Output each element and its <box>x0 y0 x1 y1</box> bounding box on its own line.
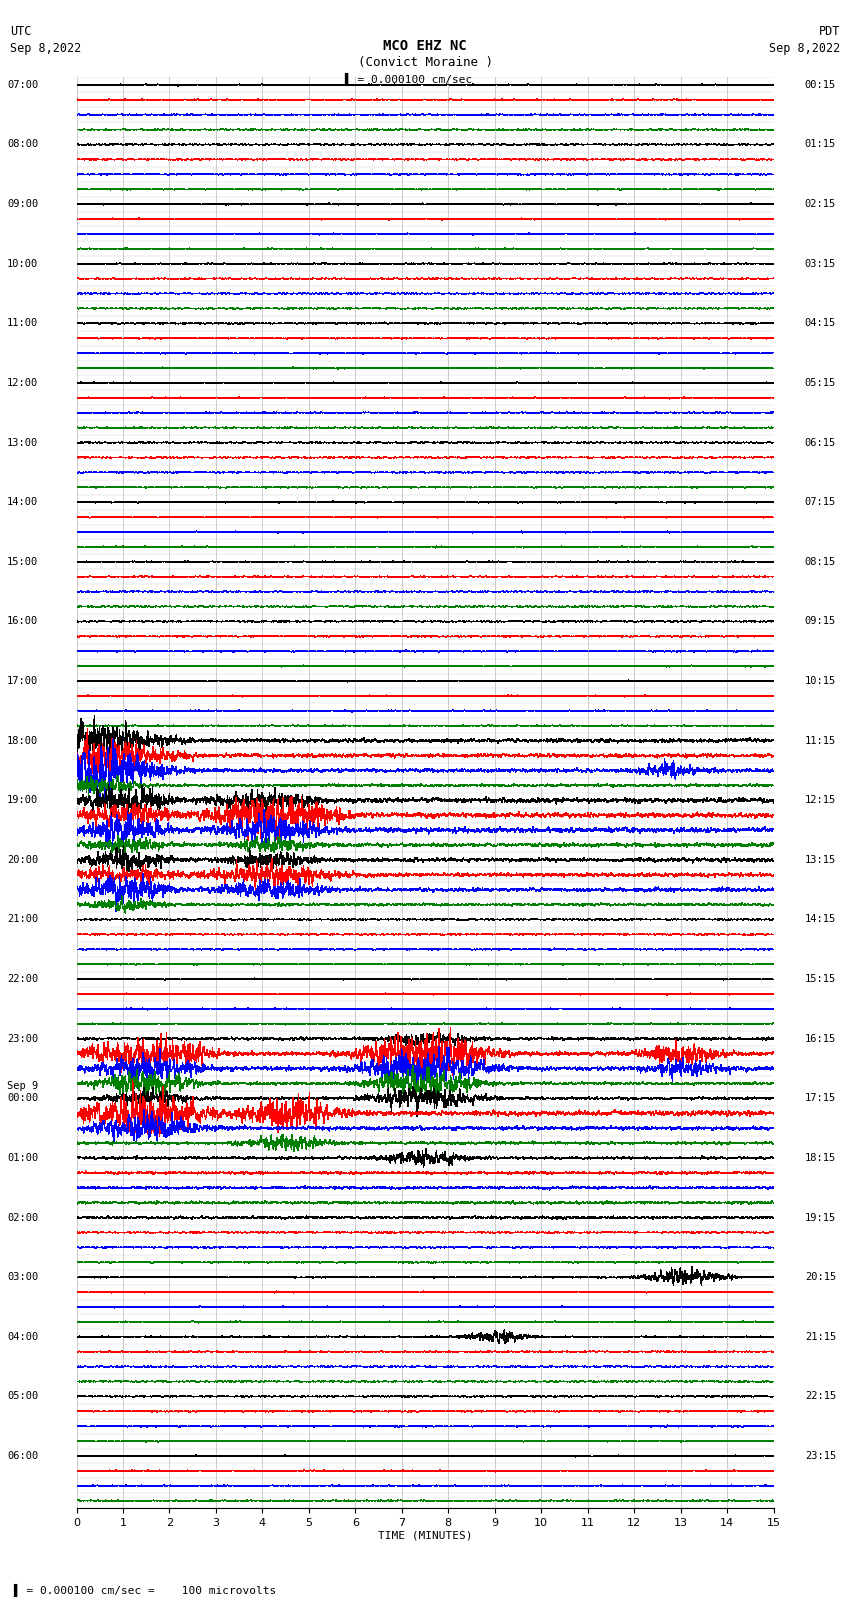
Text: 15:00: 15:00 <box>7 556 38 566</box>
Text: 21:00: 21:00 <box>7 915 38 924</box>
Text: 22:15: 22:15 <box>805 1392 836 1402</box>
Text: 17:15: 17:15 <box>805 1094 836 1103</box>
Text: 00:00: 00:00 <box>7 1094 38 1103</box>
Text: 10:00: 10:00 <box>7 258 38 269</box>
Text: 12:00: 12:00 <box>7 377 38 389</box>
Text: 04:00: 04:00 <box>7 1332 38 1342</box>
Text: 17:00: 17:00 <box>7 676 38 686</box>
Text: 16:00: 16:00 <box>7 616 38 626</box>
Text: 21:15: 21:15 <box>805 1332 836 1342</box>
Text: 01:15: 01:15 <box>805 139 836 150</box>
Text: 11:15: 11:15 <box>805 736 836 745</box>
Text: UTC: UTC <box>10 26 31 39</box>
Text: ▌ = 0.000100 cm/sec: ▌ = 0.000100 cm/sec <box>344 73 472 85</box>
Text: 00:15: 00:15 <box>805 81 836 90</box>
Text: 03:15: 03:15 <box>805 258 836 269</box>
Text: 02:00: 02:00 <box>7 1213 38 1223</box>
Text: ▌ = 0.000100 cm/sec =    100 microvolts: ▌ = 0.000100 cm/sec = 100 microvolts <box>13 1584 276 1597</box>
Text: 20:00: 20:00 <box>7 855 38 865</box>
Text: 10:15: 10:15 <box>805 676 836 686</box>
Text: 06:15: 06:15 <box>805 437 836 447</box>
Text: 04:15: 04:15 <box>805 318 836 329</box>
Text: MCO EHZ NC: MCO EHZ NC <box>383 39 467 53</box>
Text: 23:15: 23:15 <box>805 1452 836 1461</box>
Text: 12:15: 12:15 <box>805 795 836 805</box>
Text: 08:00: 08:00 <box>7 139 38 150</box>
Text: Sep 8,2022: Sep 8,2022 <box>10 42 82 55</box>
Text: 19:15: 19:15 <box>805 1213 836 1223</box>
Text: 09:00: 09:00 <box>7 198 38 210</box>
Text: 22:00: 22:00 <box>7 974 38 984</box>
Text: 05:15: 05:15 <box>805 377 836 389</box>
Text: 18:00: 18:00 <box>7 736 38 745</box>
Text: 06:00: 06:00 <box>7 1452 38 1461</box>
Text: 03:00: 03:00 <box>7 1273 38 1282</box>
Text: 08:15: 08:15 <box>805 556 836 566</box>
Text: Sep 8,2022: Sep 8,2022 <box>768 42 840 55</box>
Text: 14:00: 14:00 <box>7 497 38 506</box>
Text: 15:15: 15:15 <box>805 974 836 984</box>
Text: 18:15: 18:15 <box>805 1153 836 1163</box>
Text: PDT: PDT <box>819 26 840 39</box>
Text: 20:15: 20:15 <box>805 1273 836 1282</box>
Text: 13:15: 13:15 <box>805 855 836 865</box>
Text: 01:00: 01:00 <box>7 1153 38 1163</box>
Text: 11:00: 11:00 <box>7 318 38 329</box>
Text: (Convict Moraine ): (Convict Moraine ) <box>358 56 492 69</box>
X-axis label: TIME (MINUTES): TIME (MINUTES) <box>377 1531 473 1540</box>
Text: 23:00: 23:00 <box>7 1034 38 1044</box>
Text: 02:15: 02:15 <box>805 198 836 210</box>
Text: 05:00: 05:00 <box>7 1392 38 1402</box>
Text: Sep 9: Sep 9 <box>7 1081 38 1090</box>
Text: 09:15: 09:15 <box>805 616 836 626</box>
Text: 16:15: 16:15 <box>805 1034 836 1044</box>
Text: 07:00: 07:00 <box>7 81 38 90</box>
Text: 14:15: 14:15 <box>805 915 836 924</box>
Text: 19:00: 19:00 <box>7 795 38 805</box>
Text: 07:15: 07:15 <box>805 497 836 506</box>
Text: 13:00: 13:00 <box>7 437 38 447</box>
